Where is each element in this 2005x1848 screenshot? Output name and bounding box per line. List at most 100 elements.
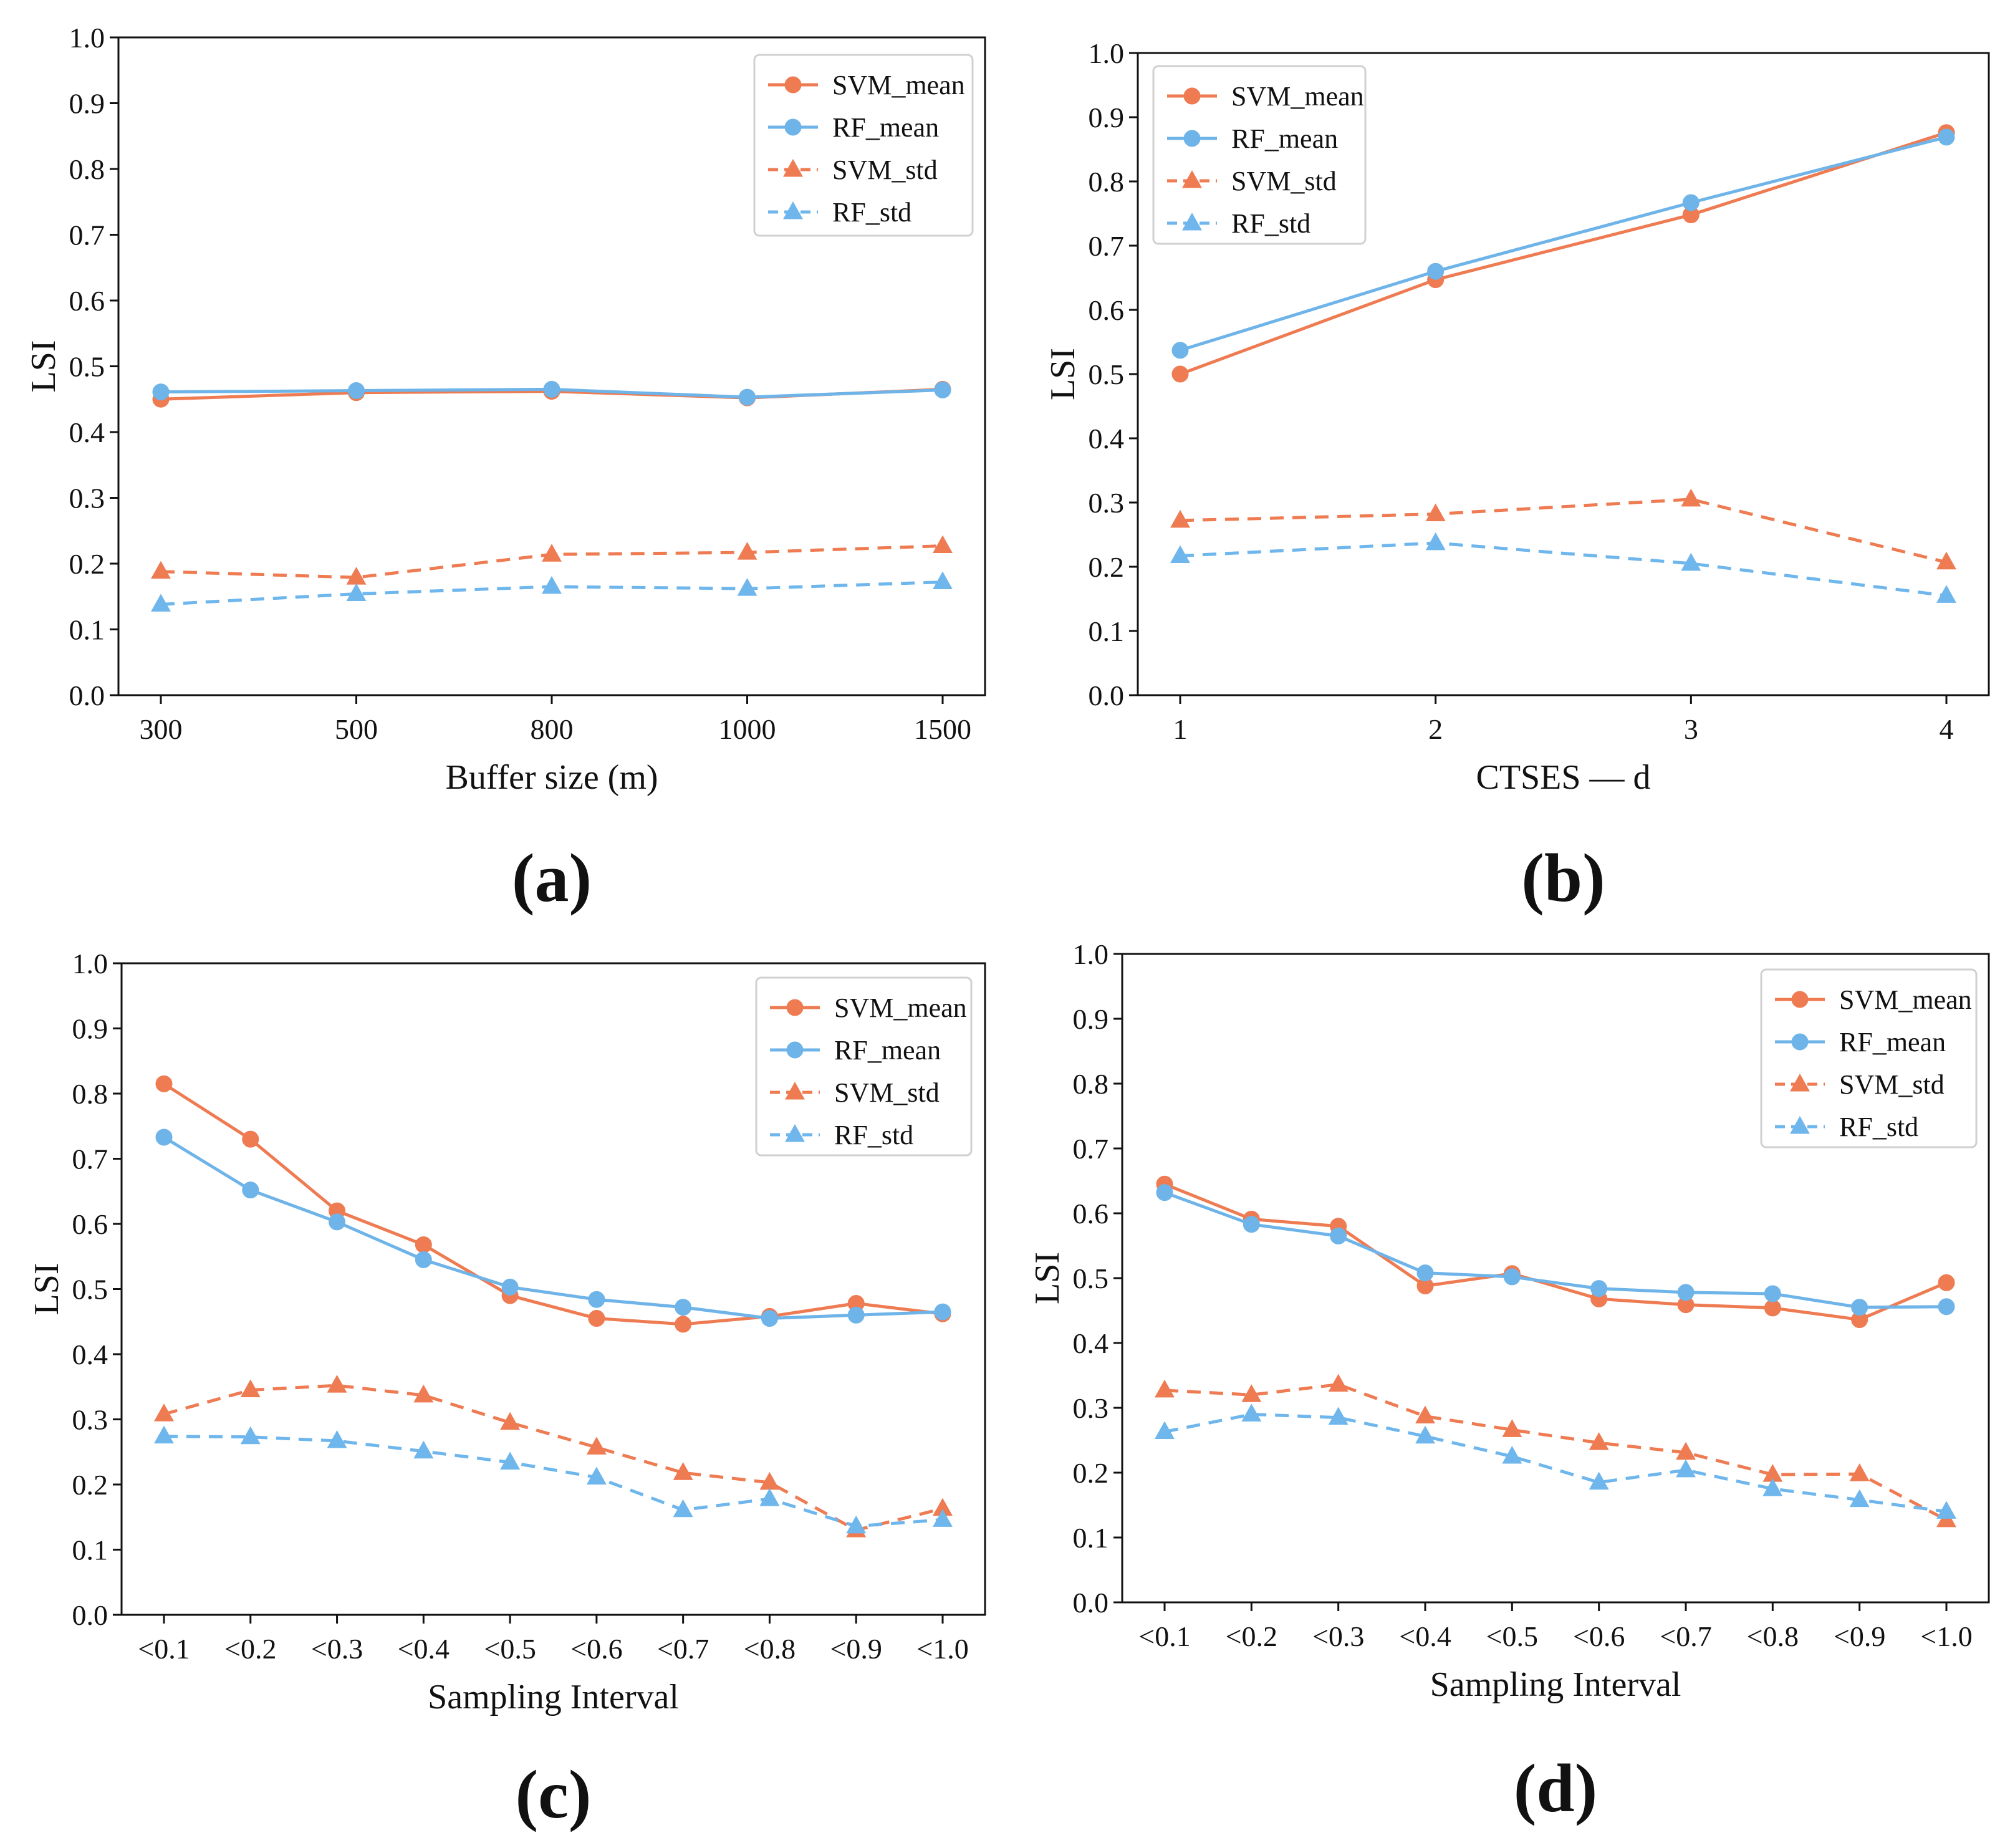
data-point [415,1236,432,1253]
data-point [1936,585,1956,603]
data-point [934,1303,951,1321]
data-point [500,1412,521,1430]
y-tick-label: 0.4 [1089,423,1125,455]
legend-marker [783,158,803,177]
legend: SVM_mean RF_mean SVM_std RF_std [755,976,973,1157]
data-point [673,1499,693,1518]
y-tick-label: 1.0 [69,22,105,54]
data-point [847,1306,865,1324]
series-line [1164,1383,1948,1522]
y-tick-label: 0.2 [1089,551,1125,583]
legend-marker [784,118,802,136]
legend-marker [785,1124,805,1142]
x-tick-label: <0.7 [657,1633,709,1665]
y-tick-label: 0.9 [69,88,105,120]
legend-marker [1182,170,1202,188]
y-tick-label: 0.8 [72,1078,108,1110]
data-point [1502,1419,1522,1437]
x-tick-label: <0.1 [138,1633,190,1665]
data-point [346,583,367,602]
y-axis-label: LSI [1028,1252,1067,1304]
data-point [1677,1284,1695,1301]
data-point [1170,545,1190,563]
y-tick-label: 1.0 [1089,37,1125,69]
x-tick-label: <0.3 [311,1633,363,1665]
data-point [933,535,953,554]
data-point [542,544,562,562]
data-point [675,1299,692,1316]
y-tick-label: 0.0 [1073,1587,1109,1619]
series-RF_mean [155,1129,951,1327]
chart-panel-c: 0.0 0.1 0.2 0.3 0.4 0.5 0.6 0.7 0.8 0.9 1.0 <0.1 <0.… [27,948,986,1832]
data-point [1416,1264,1434,1282]
chart-panel-a: 0.0 0.1 0.2 0.3 0.4 0.5 0.6 0.7 0.8 0.9 1.0 300 500 8… [24,22,986,916]
data-point [759,1488,780,1506]
data-point [1938,1274,1955,1291]
legend-label: SVM_std [834,1077,940,1108]
legend: SVM_mean RF_mean SVM_std RF_std [753,54,974,237]
y-tick-label: 0.5 [1089,359,1125,390]
series-RF_std [151,571,953,612]
y-tick-label: 0.1 [72,1534,108,1566]
data-point [240,1426,261,1445]
data-point [1764,1299,1781,1317]
legend: SVM_mean RF_mean SVM_std RF_std [1760,968,1978,1148]
y-tick-label: 0.0 [69,680,105,711]
data-point [240,1379,261,1397]
y-tick-label: 0.1 [1073,1522,1109,1554]
x-tick-label: <0.5 [1486,1620,1538,1652]
data-point [1328,1407,1349,1425]
legend-marker [1182,212,1202,231]
data-point [739,388,756,406]
data-point [1589,1432,1609,1450]
data-point [1849,1489,1870,1508]
y-tick-label: 0.7 [1073,1133,1109,1165]
y-tick-label: 0.0 [72,1599,108,1631]
legend-label: RF_mean [1231,123,1338,154]
x-tick-label: <0.6 [1573,1620,1625,1652]
data-point [1938,1298,1955,1316]
data-point [329,1213,346,1231]
y-tick-label: 0.9 [1073,1003,1109,1035]
y-axis-label: LSI [24,340,63,393]
data-point [1676,1459,1696,1478]
data-point [761,1310,778,1327]
series-line [1164,1182,1947,1322]
data-point [1156,1184,1173,1201]
y-axis-label: LSI [1044,348,1082,400]
series-line [1164,1191,1947,1309]
y-tick-label: 0.5 [72,1274,108,1306]
x-axis-label: Buffer size (m) [445,758,658,797]
y-axis-label: LSI [27,1263,66,1316]
data-point [1589,1471,1609,1490]
series-SVM_std [1155,1374,1956,1528]
y-tick-label: 0.7 [1089,230,1125,262]
panel-label: (c) [515,1756,591,1832]
data-point [152,383,170,401]
data-point [242,1130,259,1148]
y-tick-label: 0.5 [1073,1263,1109,1294]
data-point [1503,1268,1521,1286]
data-point [1681,488,1701,507]
y-tick-label: 0.4 [69,416,105,448]
data-point [1170,509,1190,528]
x-tick-label: <1.0 [1920,1620,1972,1652]
data-point [673,1462,693,1480]
x-tick-label: 500 [335,713,378,745]
data-point [1328,1374,1349,1392]
legend-marker [1790,1115,1810,1134]
legend-marker [1791,991,1809,1008]
legend-marker [783,201,803,219]
data-point [501,1278,519,1296]
x-tick-label: <0.3 [1312,1620,1364,1652]
series-line [1180,498,1947,564]
data-point [327,1375,347,1393]
legend-marker [785,1081,805,1100]
data-point [737,542,757,560]
y-tick-label: 0.1 [69,614,105,646]
y-tick-label: 0.2 [72,1469,108,1501]
x-tick-label: 2 [1428,713,1443,745]
chart-panel-b: 0.0 0.1 0.2 0.3 0.4 0.5 0.6 0.7 0.8 0.9 1.0 1 2 3 4 CTS… [1044,37,1990,916]
data-point [933,1509,953,1527]
x-tick-label: 800 [531,713,574,745]
